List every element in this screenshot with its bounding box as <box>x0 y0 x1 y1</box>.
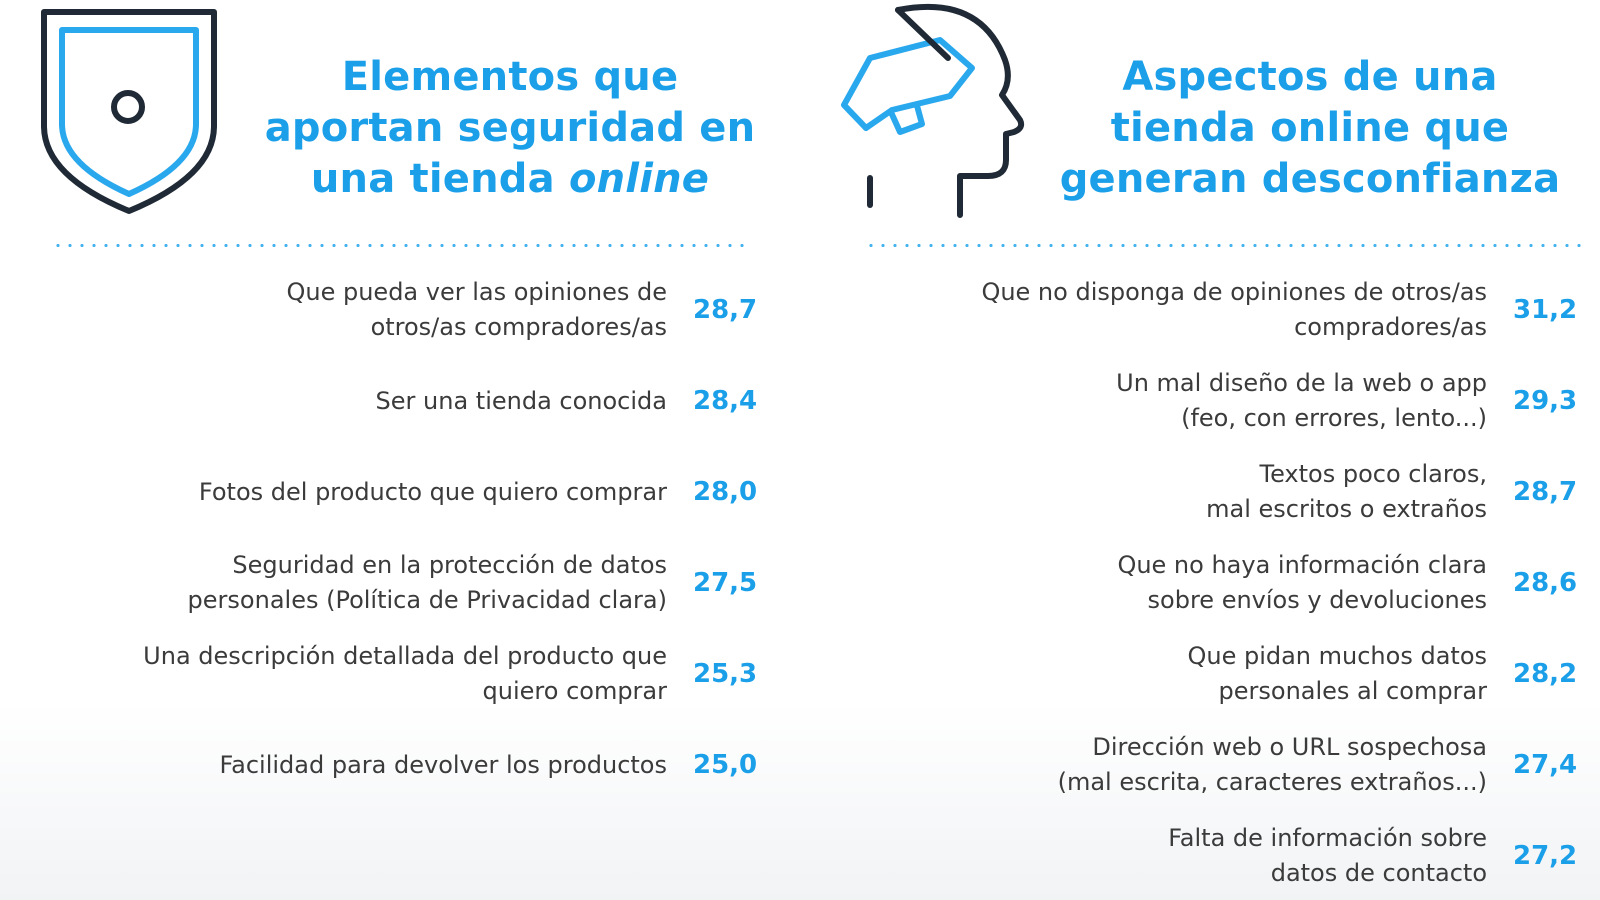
item-label-line1: Que pidan muchos datos <box>1187 642 1487 670</box>
dotted-divider <box>865 244 1585 247</box>
distrust-panel: Aspectos de una tienda online que genera… <box>820 0 1600 900</box>
list-item: Seguridad en la protección de datos perso… <box>40 543 765 623</box>
item-label-line1: Dirección web o URL sospechosa <box>1092 733 1487 761</box>
item-value: 28,4 <box>693 386 758 416</box>
item-label: Seguridad en la protección de datos perso… <box>40 548 693 618</box>
item-value: 28,7 <box>693 295 758 325</box>
security-title-line1: Elementos que <box>341 54 679 100</box>
item-label-line1: Textos poco claros, <box>1259 460 1487 488</box>
item-label-line1: Falta de información sobre <box>1168 824 1487 852</box>
item-value: 29,3 <box>1513 386 1578 416</box>
item-label-line1: Un mal diseño de la web o app <box>1116 369 1487 397</box>
item-value: 25,0 <box>693 750 758 780</box>
item-label-line2: quiero comprar <box>482 677 667 705</box>
item-value: 27,4 <box>1513 750 1578 780</box>
security-title: Elementos que aportan seguridad en una t… <box>240 52 780 205</box>
item-label: Que pidan muchos datos personales al comp… <box>860 639 1513 709</box>
head-megaphone-icon <box>841 3 1025 218</box>
list-item: Que pueda ver las opiniones de otros/as c… <box>40 270 765 350</box>
item-label: Un mal diseño de la web o app (feo, con e… <box>860 366 1513 436</box>
item-value: 31,2 <box>1513 295 1578 325</box>
list-item: Falta de información sobre datos de conta… <box>860 816 1585 896</box>
item-label-line1: Ser una tienda conocida <box>375 386 667 415</box>
shield-icon <box>41 9 217 214</box>
item-label: Una descripción detallada del producto q… <box>40 639 693 709</box>
item-label-line2: otros/as compradores/as <box>370 313 667 341</box>
list-item: Una descripción detallada del producto q… <box>40 634 765 714</box>
item-label-line1: Una descripción detallada del producto q… <box>143 642 667 670</box>
distrust-title: Aspectos de una tienda online que genera… <box>1025 52 1595 205</box>
item-label: Dirección web o URL sospechosa (mal escri… <box>860 730 1513 800</box>
item-label-line2: (feo, con errores, lento...) <box>1181 404 1487 432</box>
item-value: 28,2 <box>1513 659 1578 689</box>
item-label: Textos poco claros, mal escritos o extrañ… <box>860 457 1513 527</box>
dotted-divider <box>52 244 752 247</box>
item-label-line1: Fotos del producto que quiero comprar <box>198 477 667 506</box>
list-item: Textos poco claros, mal escritos o extrañ… <box>860 452 1585 532</box>
item-value: 27,5 <box>693 568 758 598</box>
item-label-line1: Facilidad para devolver los productos <box>219 750 667 779</box>
security-title-line3-text: una tienda <box>310 156 569 202</box>
item-value: 25,3 <box>693 659 758 689</box>
item-label-line1: Que pueda ver las opiniones de <box>286 278 667 306</box>
item-label: Que no disponga de opiniones de otros/as… <box>860 275 1513 345</box>
item-label-line2: mal escritos o extraños <box>1206 495 1487 523</box>
item-label: Que pueda ver las opiniones de otros/as c… <box>40 275 693 345</box>
item-label-line1: Seguridad en la protección de datos <box>232 551 667 579</box>
security-panel: Elementos que aportan seguridad en una t… <box>0 0 780 900</box>
item-value: 27,2 <box>1513 841 1578 871</box>
list-item: Que no disponga de opiniones de otros/as… <box>860 270 1585 350</box>
distrust-title-line1: Aspectos de una <box>1122 54 1498 100</box>
security-title-line3: una tienda online <box>240 154 780 205</box>
list-item: Que no haya información clara sobre envío… <box>860 543 1585 623</box>
distrust-title-line3: generan desconfianza <box>1059 156 1561 202</box>
item-label-line2: compradores/as <box>1294 313 1487 341</box>
item-label-line2: personales (Política de Privacidad clara… <box>187 586 667 614</box>
item-value: 28,7 <box>1513 477 1578 507</box>
item-value: 28,6 <box>1513 568 1578 598</box>
item-label-line1: Que no haya información clara <box>1117 551 1487 579</box>
list-item: Un mal diseño de la web o app (feo, con e… <box>860 361 1585 441</box>
security-title-line2: aportan seguridad en <box>264 105 756 151</box>
list-item: Ser una tienda conocida 28,4 <box>40 361 765 441</box>
item-label-line2: (mal escrita, caracteres extraños...) <box>1057 768 1487 796</box>
distrust-title-line2: tienda online que <box>1110 105 1510 151</box>
item-label: Fotos del producto que quiero comprar <box>40 475 693 510</box>
security-title-online: online <box>568 156 710 202</box>
list-item: Dirección web o URL sospechosa (mal escri… <box>860 725 1585 805</box>
list-item: Fotos del producto que quiero comprar 28… <box>40 452 765 532</box>
list-item: Facilidad para devolver los productos 25… <box>40 725 765 805</box>
list-item: Que pidan muchos datos personales al comp… <box>860 634 1585 714</box>
item-label-line2: sobre envíos y devoluciones <box>1147 586 1487 614</box>
item-label-line1: Que no disponga de opiniones de otros/as <box>981 278 1487 306</box>
item-label: Facilidad para devolver los productos <box>40 748 693 783</box>
item-label: Falta de información sobre datos de conta… <box>860 821 1513 891</box>
item-value: 28,0 <box>693 477 758 507</box>
item-label: Ser una tienda conocida <box>40 384 693 419</box>
item-label-line2: datos de contacto <box>1270 859 1487 887</box>
item-label-line2: personales al comprar <box>1218 677 1487 705</box>
item-label: Que no haya información clara sobre envío… <box>860 548 1513 618</box>
